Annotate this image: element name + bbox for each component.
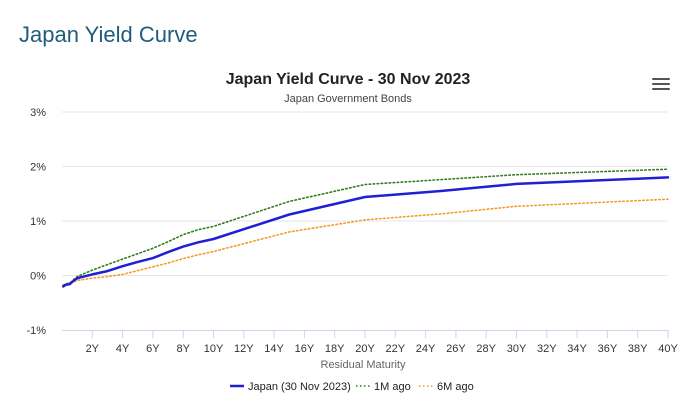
x-tick-label: 12Y — [234, 343, 254, 355]
series-lines — [61, 168, 670, 288]
x-axis: 2Y 4Y 6Y 8Y 10Y 12Y 14Y 16Y 18Y 20Y 22Y 24Y 26Y 28Y 30… — [62, 330, 678, 355]
x-tick-label: 4Y — [116, 343, 130, 355]
x-tick-label: 24Y — [416, 343, 436, 355]
x-tick-label: 30Y — [507, 343, 527, 355]
x-tick-label: 14Y — [264, 343, 284, 355]
y-tick-label: 2% — [30, 162, 46, 174]
series-line-1 — [62, 168, 669, 287]
legend-item[interactable]: Japan (30 Nov 2023) — [248, 381, 351, 393]
x-tick-label: 2Y — [86, 343, 100, 355]
x-tick-label: 32Y — [537, 343, 557, 355]
chart-menu-button[interactable] — [652, 77, 670, 93]
legend-item[interactable]: 6M ago — [437, 381, 474, 393]
x-tick-label: 28Y — [476, 343, 496, 355]
x-tick-label: 16Y — [295, 343, 315, 355]
y-tick-label: 3% — [30, 107, 46, 119]
x-tick-label: 10Y — [204, 343, 224, 355]
y-tick-label: 1% — [30, 216, 46, 228]
x-tick-label: 36Y — [598, 343, 618, 355]
series-line-0 — [61, 176, 670, 288]
y-tick-label: 0% — [30, 271, 46, 283]
legend-item[interactable]: 1M ago — [374, 381, 411, 393]
x-tick-label: 22Y — [386, 343, 406, 355]
x-tick-label: 6Y — [146, 343, 160, 355]
hamburger-menu-icon — [652, 78, 670, 80]
x-tick-label: 40Y — [658, 343, 678, 355]
page-heading: Japan Yield Curve — [19, 22, 198, 47]
legend: Japan (30 Nov 2023) 1M ago 6M ago — [230, 381, 474, 393]
chart-title: Japan Yield Curve - 30 Nov 2023 — [226, 71, 471, 88]
x-tick-label: 26Y — [446, 343, 466, 355]
series-line-2 — [62, 198, 669, 287]
x-tick-label: 34Y — [567, 343, 587, 355]
y-tick-label: -1% — [26, 325, 46, 337]
chart-subtitle: Japan Government Bonds — [284, 93, 412, 105]
x-tick-label: 20Y — [355, 343, 375, 355]
x-tick-label: 8Y — [176, 343, 190, 355]
y-axis: -1% 0% 1% 2% 3% — [26, 107, 46, 337]
x-axis-label: Residual Maturity — [321, 359, 406, 371]
x-tick-label: 38Y — [628, 343, 648, 355]
grid-lines — [62, 111, 668, 276]
x-tick-label: 18Y — [325, 343, 345, 355]
